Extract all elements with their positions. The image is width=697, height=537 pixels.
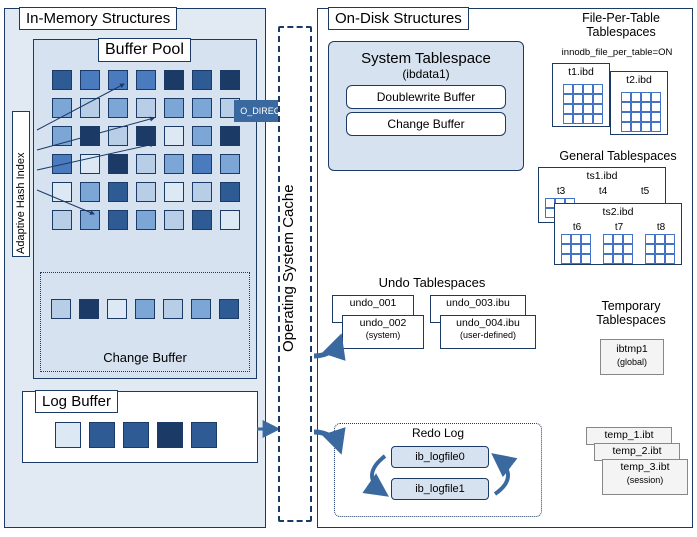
general-title: General Tablespaces — [546, 149, 690, 163]
change-buffer-cell — [107, 299, 127, 319]
temp-global-name: ibtmp1 — [616, 343, 648, 355]
grid-icon — [561, 84, 605, 124]
change-buffer-title: Change Buffer — [41, 350, 249, 365]
t-label: t4 — [583, 186, 623, 197]
adaptive-hash-index: Adaptive Hash Index — [12, 111, 30, 257]
fpt-file-1-label: t2.ibd — [626, 74, 652, 86]
general-file-1: ts2.ibd t6 t7 t8 — [554, 203, 682, 265]
system-tablespace: System Tablespace (ibdata1) Doublewrite … — [328, 41, 524, 171]
buffer-pool-box: Buffer Pool Change Buffer — [33, 39, 257, 379]
change-buffer-cell — [191, 299, 211, 319]
system-tablespace-subtitle: (ibdata1) — [335, 67, 517, 81]
change-buffer-cell — [163, 299, 183, 319]
osc-arrow-undo — [312, 336, 372, 366]
temp-global-sub: (global) — [617, 357, 647, 367]
t-label: t7 — [599, 222, 639, 233]
undo-3-sub: (user-defined) — [460, 330, 516, 340]
temp-s2: temp_3.ibt (session) — [602, 459, 688, 495]
t-label: t8 — [641, 222, 681, 233]
change-buffer-cell — [51, 299, 71, 319]
in-memory-title: In-Memory Structures — [19, 7, 177, 30]
on-disk-title: On-Disk Structures — [328, 7, 469, 30]
temp-s2-sub: (session) — [627, 475, 664, 485]
grid-icon — [645, 234, 675, 264]
t-label: t3 — [541, 186, 581, 197]
fpt-file-1: t2.ibd — [610, 71, 668, 135]
log-buffer-cell — [89, 422, 115, 448]
temp-s2-name: temp_3.ibt — [620, 461, 669, 473]
log-buffer-title: Log Buffer — [35, 390, 118, 413]
redo-cycle-icon — [355, 446, 525, 506]
t-label: t5 — [625, 186, 665, 197]
undo-2-name: undo_003.ibu — [446, 297, 510, 309]
ahi-arrows — [34, 40, 264, 240]
grid-icon — [603, 234, 633, 264]
change-buffer-cell — [219, 299, 239, 319]
grid-icon — [561, 234, 591, 264]
t-label: t6 — [557, 222, 597, 233]
change-buffer-cell — [135, 299, 155, 319]
log-buffer-cell — [123, 422, 149, 448]
change-buffer-disk: Change Buffer — [346, 112, 506, 136]
ahi-label: Adaptive Hash Index — [15, 114, 27, 254]
undo-title: Undo Tablespaces — [352, 275, 512, 290]
log-buffer-cell — [55, 422, 81, 448]
undo-0-name: undo_001 — [350, 297, 397, 309]
on-disk-panel: On-Disk Structures System Tablespace (ib… — [317, 8, 693, 528]
log-buffer-cell — [191, 422, 217, 448]
general-file-0-label: ts1.ibd — [587, 170, 618, 182]
temp-title: Temporary Tablespaces — [576, 299, 686, 327]
fpt-file-0: t1.ibd — [552, 63, 610, 127]
undo-1-name: undo_002 — [360, 317, 407, 329]
osc-arrow-redo — [312, 428, 372, 458]
temp-global: ibtmp1 (global) — [600, 339, 664, 375]
fpt-title: File-Per-Table Tablespaces — [554, 11, 688, 39]
fpt-subtitle: innodb_file_per_table=ON — [538, 47, 696, 58]
change-buffer-cell — [79, 299, 99, 319]
system-tablespace-title: System Tablespace — [335, 50, 517, 67]
os-cache-label: Operating System Cache — [280, 148, 297, 388]
log-buffer-box: Log Buffer — [22, 391, 258, 463]
fpt-file-0-label: t1.ibd — [568, 66, 594, 78]
general-file-1-label: ts2.ibd — [603, 206, 634, 218]
doublewrite-buffer: Doublewrite Buffer — [346, 85, 506, 109]
undo-3-name: undo_004.ibu — [456, 317, 520, 329]
undo-3: undo_004.ibu (user-defined) — [440, 315, 536, 349]
in-memory-panel: In-Memory Structures Buffer Pool Change … — [4, 8, 266, 528]
log-buffer-cell — [157, 422, 183, 448]
grid-icon — [619, 92, 663, 132]
os-cache: Operating System Cache — [278, 26, 312, 522]
change-buffer-box: Change Buffer — [40, 272, 250, 372]
